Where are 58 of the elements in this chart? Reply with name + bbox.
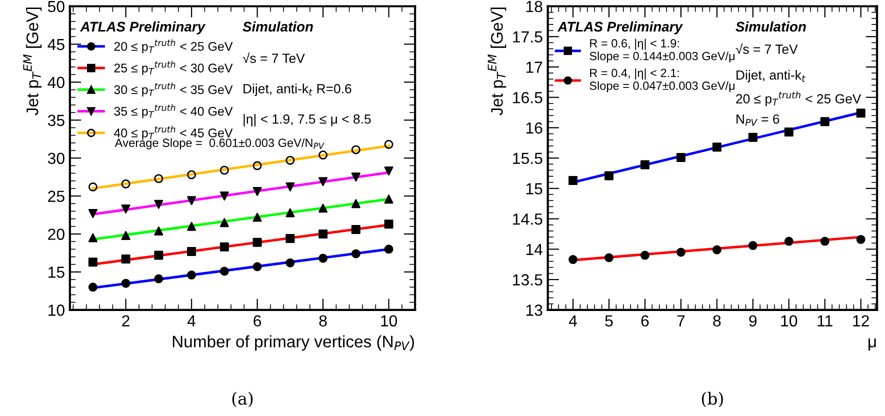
y-tick-label: 15	[48, 266, 64, 278]
x-tick-label: 8	[713, 315, 721, 327]
y-axis-title: Jet p$_{T}$$^{EM}$ [GeV]	[23, 8, 42, 116]
annotation: 20 ≤ p$_{T}$$^{truth}$ < 25 GeV	[736, 91, 862, 106]
x-tick-label: 10	[781, 315, 798, 327]
x-tick-label: 8	[319, 315, 327, 327]
x-tick-label: 11	[818, 315, 832, 326]
legend-label: R = 0.6, |η| < 1.9: Slope = 0.144±0.003 GeV/μ	[590, 38, 734, 63]
legend-label: R = 0.4, |η| < 2.1: Slope = 0.047±0.003 GeV/μ	[590, 68, 734, 92]
y-tick-label: 13	[526, 304, 542, 316]
y-tick-label: 16	[526, 122, 542, 134]
x-axis-title: μ	[868, 338, 876, 350]
y-axis-title: Jet p$_{T}$$^{EM}$ [GeV]	[488, 8, 506, 116]
y-tick-label: 15.5	[513, 152, 542, 164]
annotation: Simulation	[736, 21, 806, 32]
annotation: √s = 7 TeV	[736, 43, 798, 54]
y-tick-label: 50	[48, 0, 64, 12]
y-tick-label: 15	[526, 183, 542, 194]
annotation: ATLAS Preliminary	[80, 21, 206, 34]
x-tick-label: 12	[853, 315, 869, 326]
y-tick-label: 35	[48, 114, 64, 126]
legend-label: 25 ≤ p$_{T}$$^{truth}$ < 30 GeV	[114, 60, 233, 75]
annotation: |η| < 1.9, 7.5 ≤ μ < 8.5	[244, 114, 371, 126]
annotation: N$_{PV}$ = 6	[736, 114, 780, 126]
x-tick-label: 10	[381, 315, 398, 327]
x-tick-label: 6	[641, 315, 649, 327]
y-tick-label: 10	[48, 304, 64, 316]
annotation: Simulation	[242, 21, 313, 32]
y-tick-label: 17	[526, 62, 542, 73]
y-tick-label: 30	[48, 152, 64, 164]
y-tick-label: 20	[48, 228, 64, 240]
y-tick-label: 16.5	[513, 92, 542, 104]
y-tick-label: 14.5	[513, 214, 542, 225]
y-tick-label: 18	[526, 0, 542, 12]
legend-label: 30 ≤ p$_{T}$$^{truth}$ < 35 GeV	[114, 82, 233, 97]
x-tick-label: 4	[187, 315, 196, 326]
annotation: ATLAS Preliminary	[557, 21, 684, 34]
y-tick-label: 45	[48, 39, 64, 50]
annotation: Average Slope = 0.601±0.003 GeV/N$_{PV}$	[114, 138, 324, 150]
legend-label: 20 ≤ p$_{T}$$^{truth}$ < 25 GeV	[114, 39, 233, 54]
text: (a)	[232, 392, 253, 408]
y-tick-label: 17.5	[513, 31, 542, 43]
legend-label: 35 ≤ p$_{T}$$^{truth}$ < 40 GeV	[114, 104, 233, 118]
x-tick-label: 7	[677, 315, 685, 326]
y-tick-label: 14	[526, 244, 542, 255]
x-tick-label: 2	[122, 315, 130, 326]
x-axis-title: Number of primary vertices (N$_{PV}$)	[172, 335, 414, 351]
annotation: Dijet, anti-k$_{t}$ R=0.6	[244, 84, 352, 96]
annotation: Dijet, anti-k$_{t}$	[736, 70, 806, 82]
x-tick-label: 5	[605, 315, 613, 327]
y-tick-label: 13.5	[513, 274, 542, 286]
y-tick-label: 40	[48, 76, 64, 88]
x-tick-label: 4	[568, 315, 577, 326]
annotation: √s = 7 TeV	[242, 52, 305, 63]
y-tick-label: 25	[48, 190, 64, 202]
text: (b)	[702, 392, 723, 408]
x-tick-label: 9	[749, 315, 757, 327]
x-tick-label: 6	[254, 315, 262, 327]
